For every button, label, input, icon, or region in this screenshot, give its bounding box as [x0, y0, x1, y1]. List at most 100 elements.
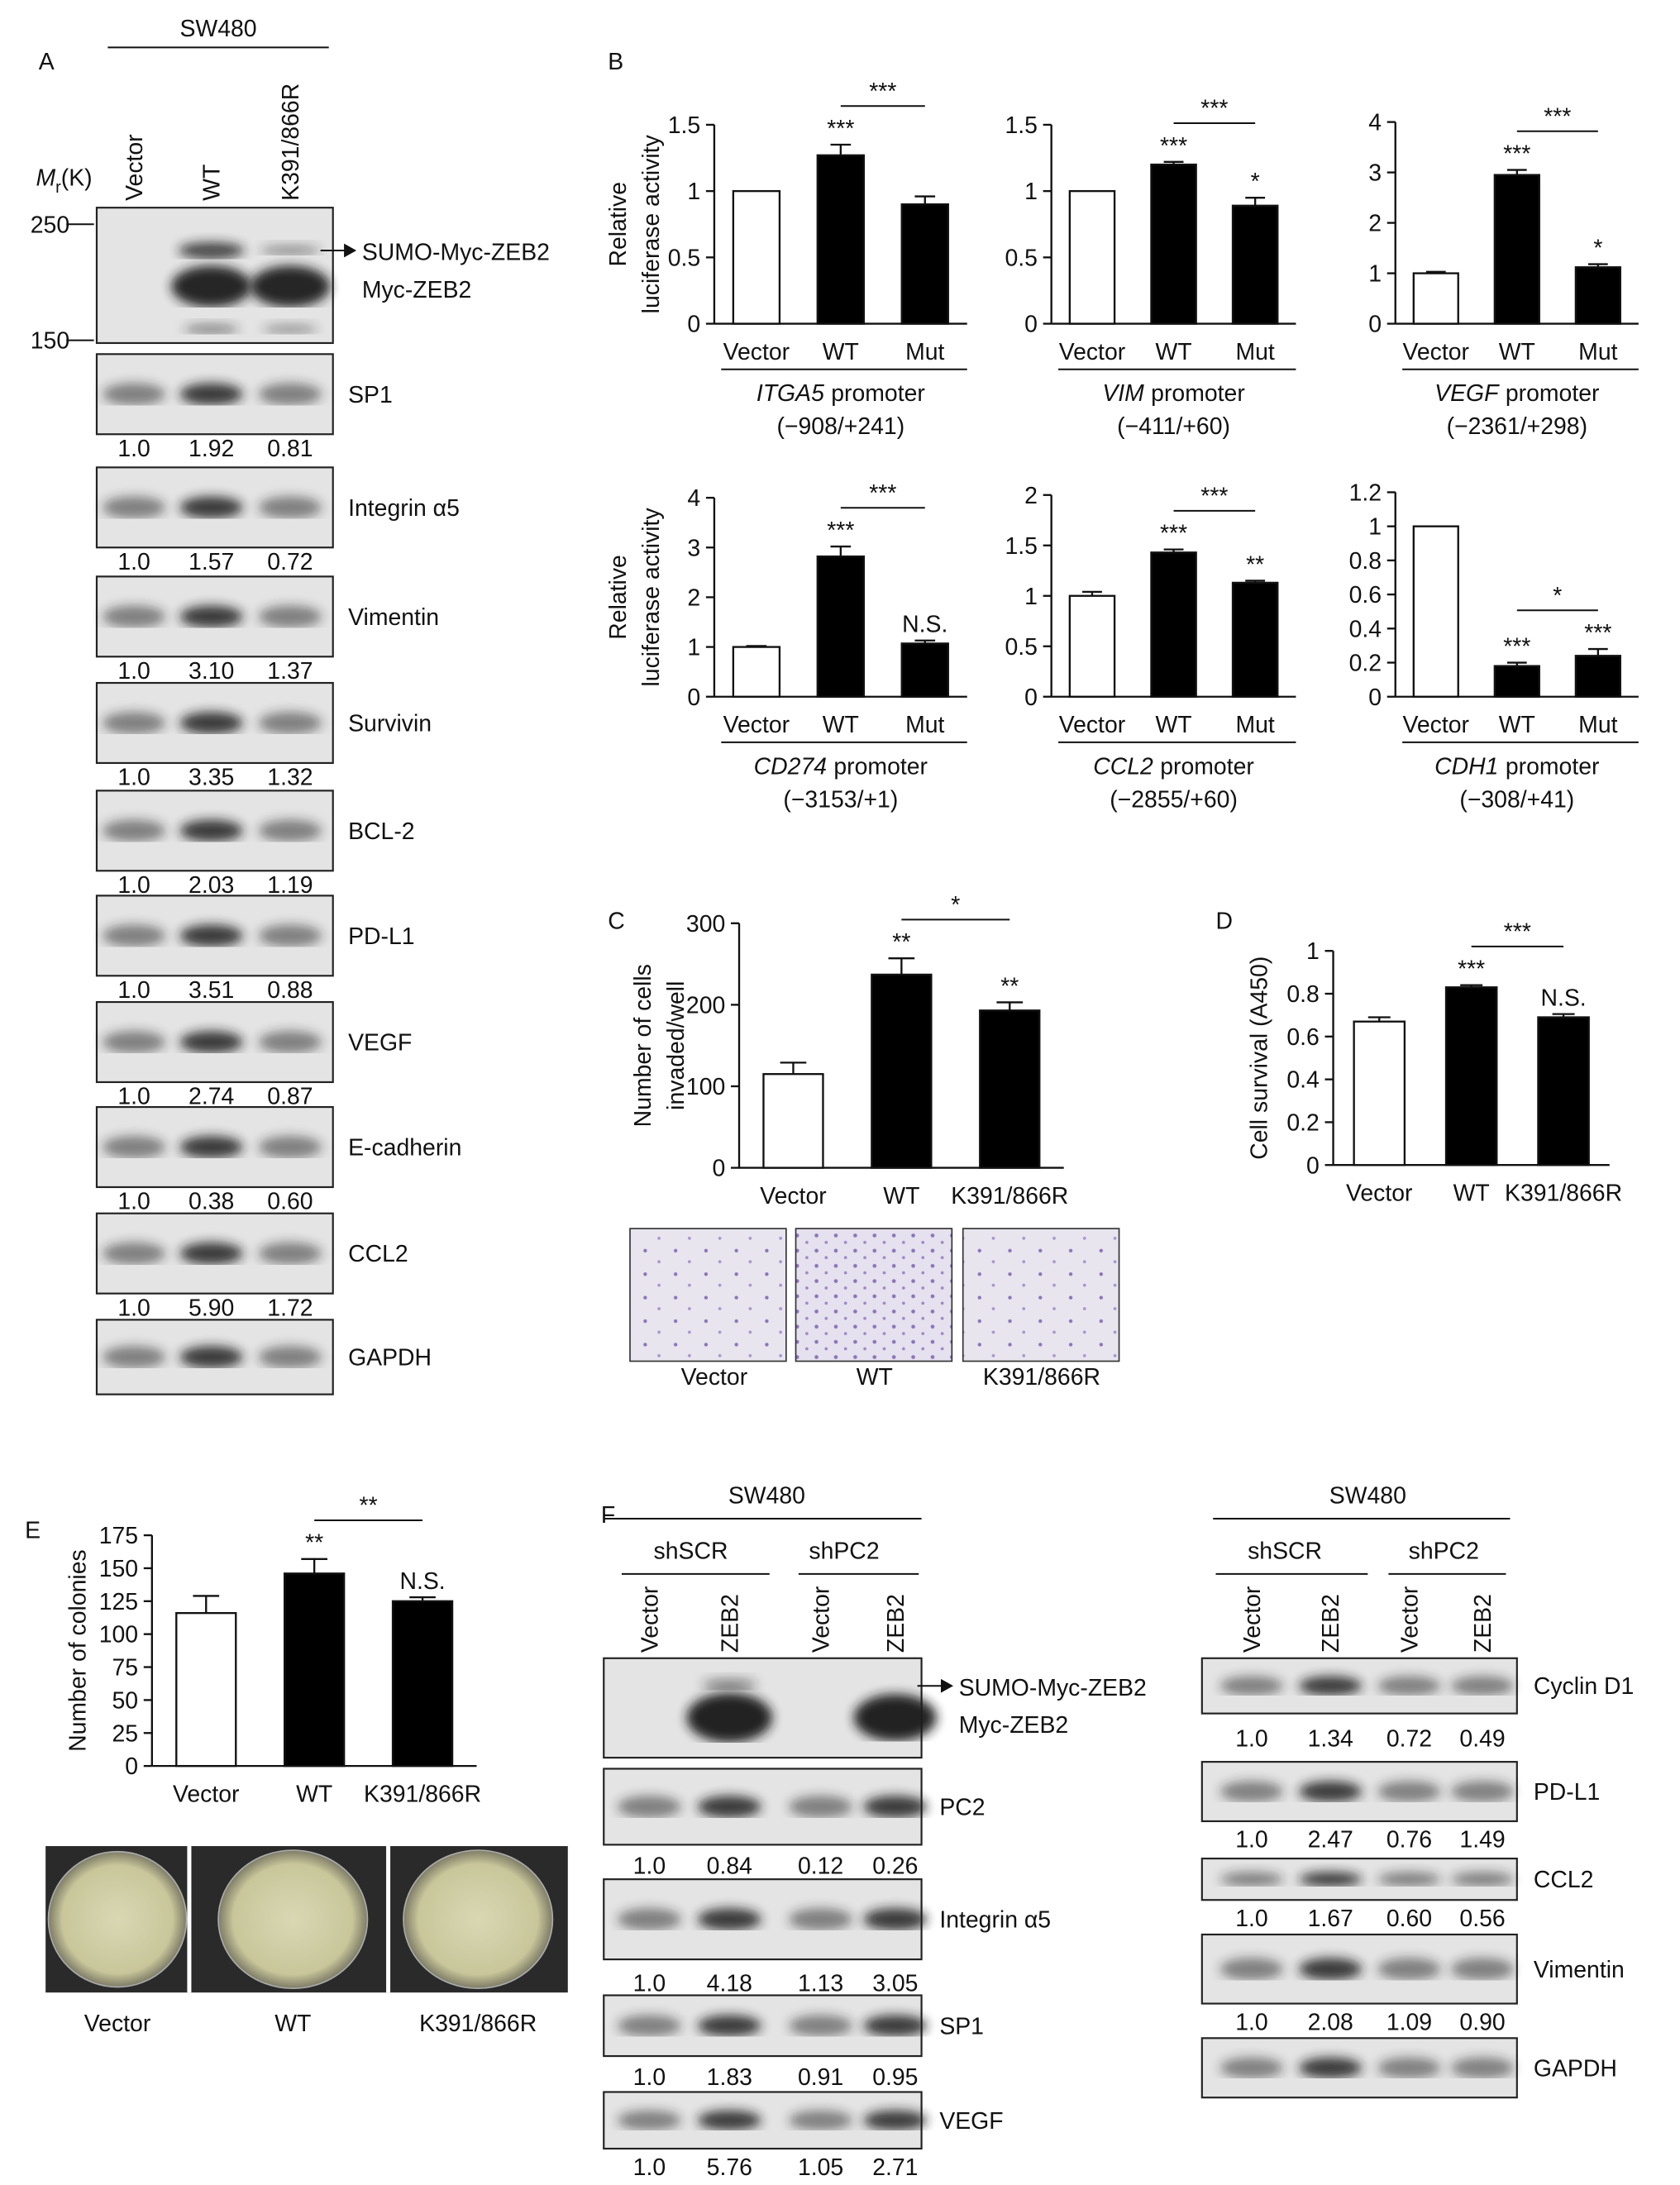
band: [617, 1796, 681, 1818]
bar: [1353, 1020, 1406, 1166]
significance: **: [1000, 973, 1019, 999]
blot-label: Vimentin: [1534, 1957, 1625, 1983]
significance: ***: [1503, 633, 1530, 660]
band: [258, 712, 322, 734]
y-tick-label: 3: [1368, 160, 1382, 187]
band: [789, 1908, 853, 1930]
quantification: 1.0: [117, 549, 150, 575]
x-tick-label: WT: [1499, 712, 1535, 738]
y-axis-label: luciferase activity: [638, 508, 665, 687]
quantification: 0.26: [872, 1853, 918, 1879]
y-tick-label: 2: [1024, 483, 1038, 509]
significance: **: [1246, 551, 1264, 578]
band: [179, 605, 243, 628]
band: [697, 1908, 761, 1930]
quantification: 0.60: [267, 1189, 313, 1215]
x-tick-label: WT: [883, 1183, 919, 1209]
quantification: 0.84: [707, 1853, 752, 1879]
band: [1377, 1781, 1441, 1802]
quantification: 3.05: [872, 1971, 918, 1997]
x-axis-label: VIM promoter: [1102, 380, 1244, 407]
x-tick-label: WT: [823, 712, 859, 738]
band: [258, 605, 322, 628]
blot-label: VEGF: [939, 2108, 1003, 2135]
x-tick-label: K391/866R: [364, 1782, 481, 1808]
band: [863, 1908, 928, 1930]
band: [697, 2015, 761, 2037]
band: [1299, 2057, 1363, 2078]
quantification: 1.0: [633, 2064, 666, 2091]
blot-label: SP1: [348, 382, 393, 408]
y-axis-label: invaded/well: [663, 981, 690, 1110]
blot-label: VEGF: [348, 1030, 412, 1057]
y-tick-label: 0.4: [1349, 616, 1382, 642]
invasion-photo: [795, 1228, 953, 1362]
quantification: 1.32: [267, 765, 313, 791]
lane-label: ZEB2: [717, 1594, 743, 1653]
lane-label: WT: [199, 165, 226, 201]
band: [1450, 1676, 1515, 1696]
bracket-label: ***: [869, 480, 896, 507]
significance: ***: [1503, 141, 1530, 168]
band: [258, 924, 322, 947]
y-tick-label: 0.5: [1005, 245, 1037, 271]
x-axis-label: CD274 promoter: [754, 753, 928, 780]
y-tick-label: 0.5: [1005, 634, 1037, 661]
quantification: 1.0: [117, 436, 150, 462]
quantification: 1.34: [1308, 1726, 1353, 1753]
promoter-region: (−411/+60): [1117, 413, 1230, 440]
lane-label: Vector: [1239, 1586, 1266, 1653]
gene-name: ITGA5: [756, 380, 824, 407]
panel-label: E: [25, 1517, 41, 1543]
x-axis-label: ITGA5 promoter: [756, 380, 925, 407]
significance: *: [1593, 236, 1602, 262]
x-axis-label: CDH1 promoter: [1434, 753, 1599, 780]
blot-label: BCL-2: [348, 818, 414, 845]
lane-label: Vector: [809, 1586, 835, 1653]
band: [686, 1692, 773, 1743]
lane-label: ZEB2: [1318, 1594, 1344, 1653]
gene-name: CCL2: [1093, 753, 1153, 780]
x-tick-label: K391/866R: [951, 1183, 1068, 1209]
quantification: 1.57: [189, 549, 234, 575]
y-axis-label: Cell survival (A450): [1246, 957, 1272, 1160]
y-tick-label: 0: [713, 1156, 726, 1182]
x-tick-label: Mut: [1235, 712, 1274, 738]
significance: ***: [827, 116, 854, 142]
bracket-label: *: [1553, 583, 1562, 609]
band: [258, 1031, 322, 1053]
image-label: Vector: [681, 1364, 748, 1391]
group-label: shPC2: [809, 1538, 879, 1564]
quantification: 1.67: [1308, 1906, 1353, 1932]
quantification: 1.13: [798, 1971, 843, 1997]
significance: ***: [1584, 620, 1611, 646]
y-tick-label: 4: [687, 485, 700, 512]
y-axis-label: Number of cells: [630, 964, 656, 1127]
y-tick-label: 0: [1024, 685, 1038, 711]
blot-label: E-cadherin: [348, 1135, 461, 1162]
y-tick-label: 3: [687, 535, 700, 561]
invasion-photo: [629, 1228, 787, 1362]
band: [258, 1242, 322, 1265]
quantification: 5.76: [707, 2154, 752, 2181]
x-tick-label: WT: [1155, 712, 1191, 738]
significance: N.S.: [902, 612, 947, 638]
blot-label: Survivin: [348, 711, 432, 737]
quantification: 1.09: [1386, 2009, 1432, 2035]
promoter-label: promoter: [1151, 380, 1245, 407]
x-tick-label: Vector: [1059, 712, 1125, 738]
x-tick-label: Vector: [723, 712, 790, 738]
blot-label: Cyclin D1: [1534, 1673, 1634, 1700]
quantification: 1.0: [117, 977, 150, 1004]
band: [1450, 2057, 1515, 2078]
bar: [1574, 655, 1621, 698]
significance: **: [892, 929, 910, 956]
significance: *: [1251, 169, 1260, 195]
zeb2-label: SUMO-Myc-ZEB2: [959, 1675, 1147, 1701]
band: [258, 496, 322, 519]
band: [258, 1346, 322, 1368]
zeb2-label: SUMO-Myc-ZEB2: [362, 240, 550, 266]
band: [171, 265, 252, 308]
band: [258, 819, 322, 842]
